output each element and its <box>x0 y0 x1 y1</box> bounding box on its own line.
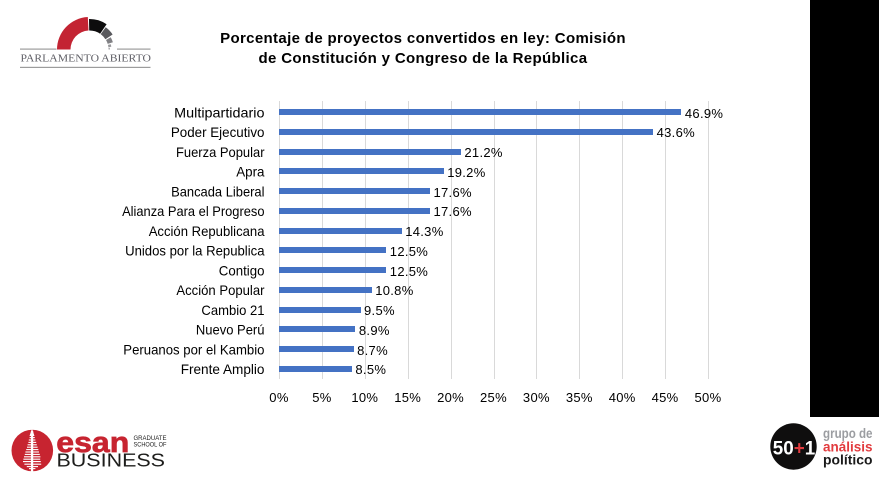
svg-text:análisis: análisis <box>823 439 873 455</box>
svg-text:BUSINESS: BUSINESS <box>57 451 166 471</box>
svg-text:SCHOOL OF: SCHOOL OF <box>134 442 167 449</box>
svg-text:Frente Amplio: Frente Amplio <box>181 361 265 377</box>
svg-text:Fuerza Popular: Fuerza Popular <box>176 144 265 160</box>
svg-text:grupo de: grupo de <box>823 425 873 441</box>
svg-text:Poder Ejecutivo: Poder Ejecutivo <box>171 124 265 140</box>
svg-text:político: político <box>823 452 873 468</box>
svg-text:Unidos por la Republica: Unidos por la Republica <box>125 243 265 259</box>
svg-text:Cambio 21: Cambio 21 <box>201 302 264 318</box>
svg-text:Acción Republicana: Acción Republicana <box>149 223 265 239</box>
svg-text:esan: esan <box>56 427 129 459</box>
svg-text:Nuevo Perú: Nuevo Perú <box>196 322 265 338</box>
svg-text:Alianza Para el Progreso: Alianza Para el Progreso <box>122 203 265 219</box>
svg-text:PARLAMENTO ABIERTO: PARLAMENTO ABIERTO <box>21 52 152 64</box>
svg-text:Multipartidario: Multipartidario <box>174 104 265 120</box>
svg-text:Peruanos por el Kambio: Peruanos por el Kambio <box>123 341 264 357</box>
svg-text:GRADUATE: GRADUATE <box>134 435 168 442</box>
svg-text:Acción Popular: Acción Popular <box>176 282 264 298</box>
svg-text:Apra: Apra <box>236 164 264 180</box>
svg-text:50+1: 50+1 <box>773 438 816 459</box>
svg-text:Bancada Liberal: Bancada Liberal <box>171 183 264 199</box>
svg-text:Contigo: Contigo <box>219 262 265 278</box>
